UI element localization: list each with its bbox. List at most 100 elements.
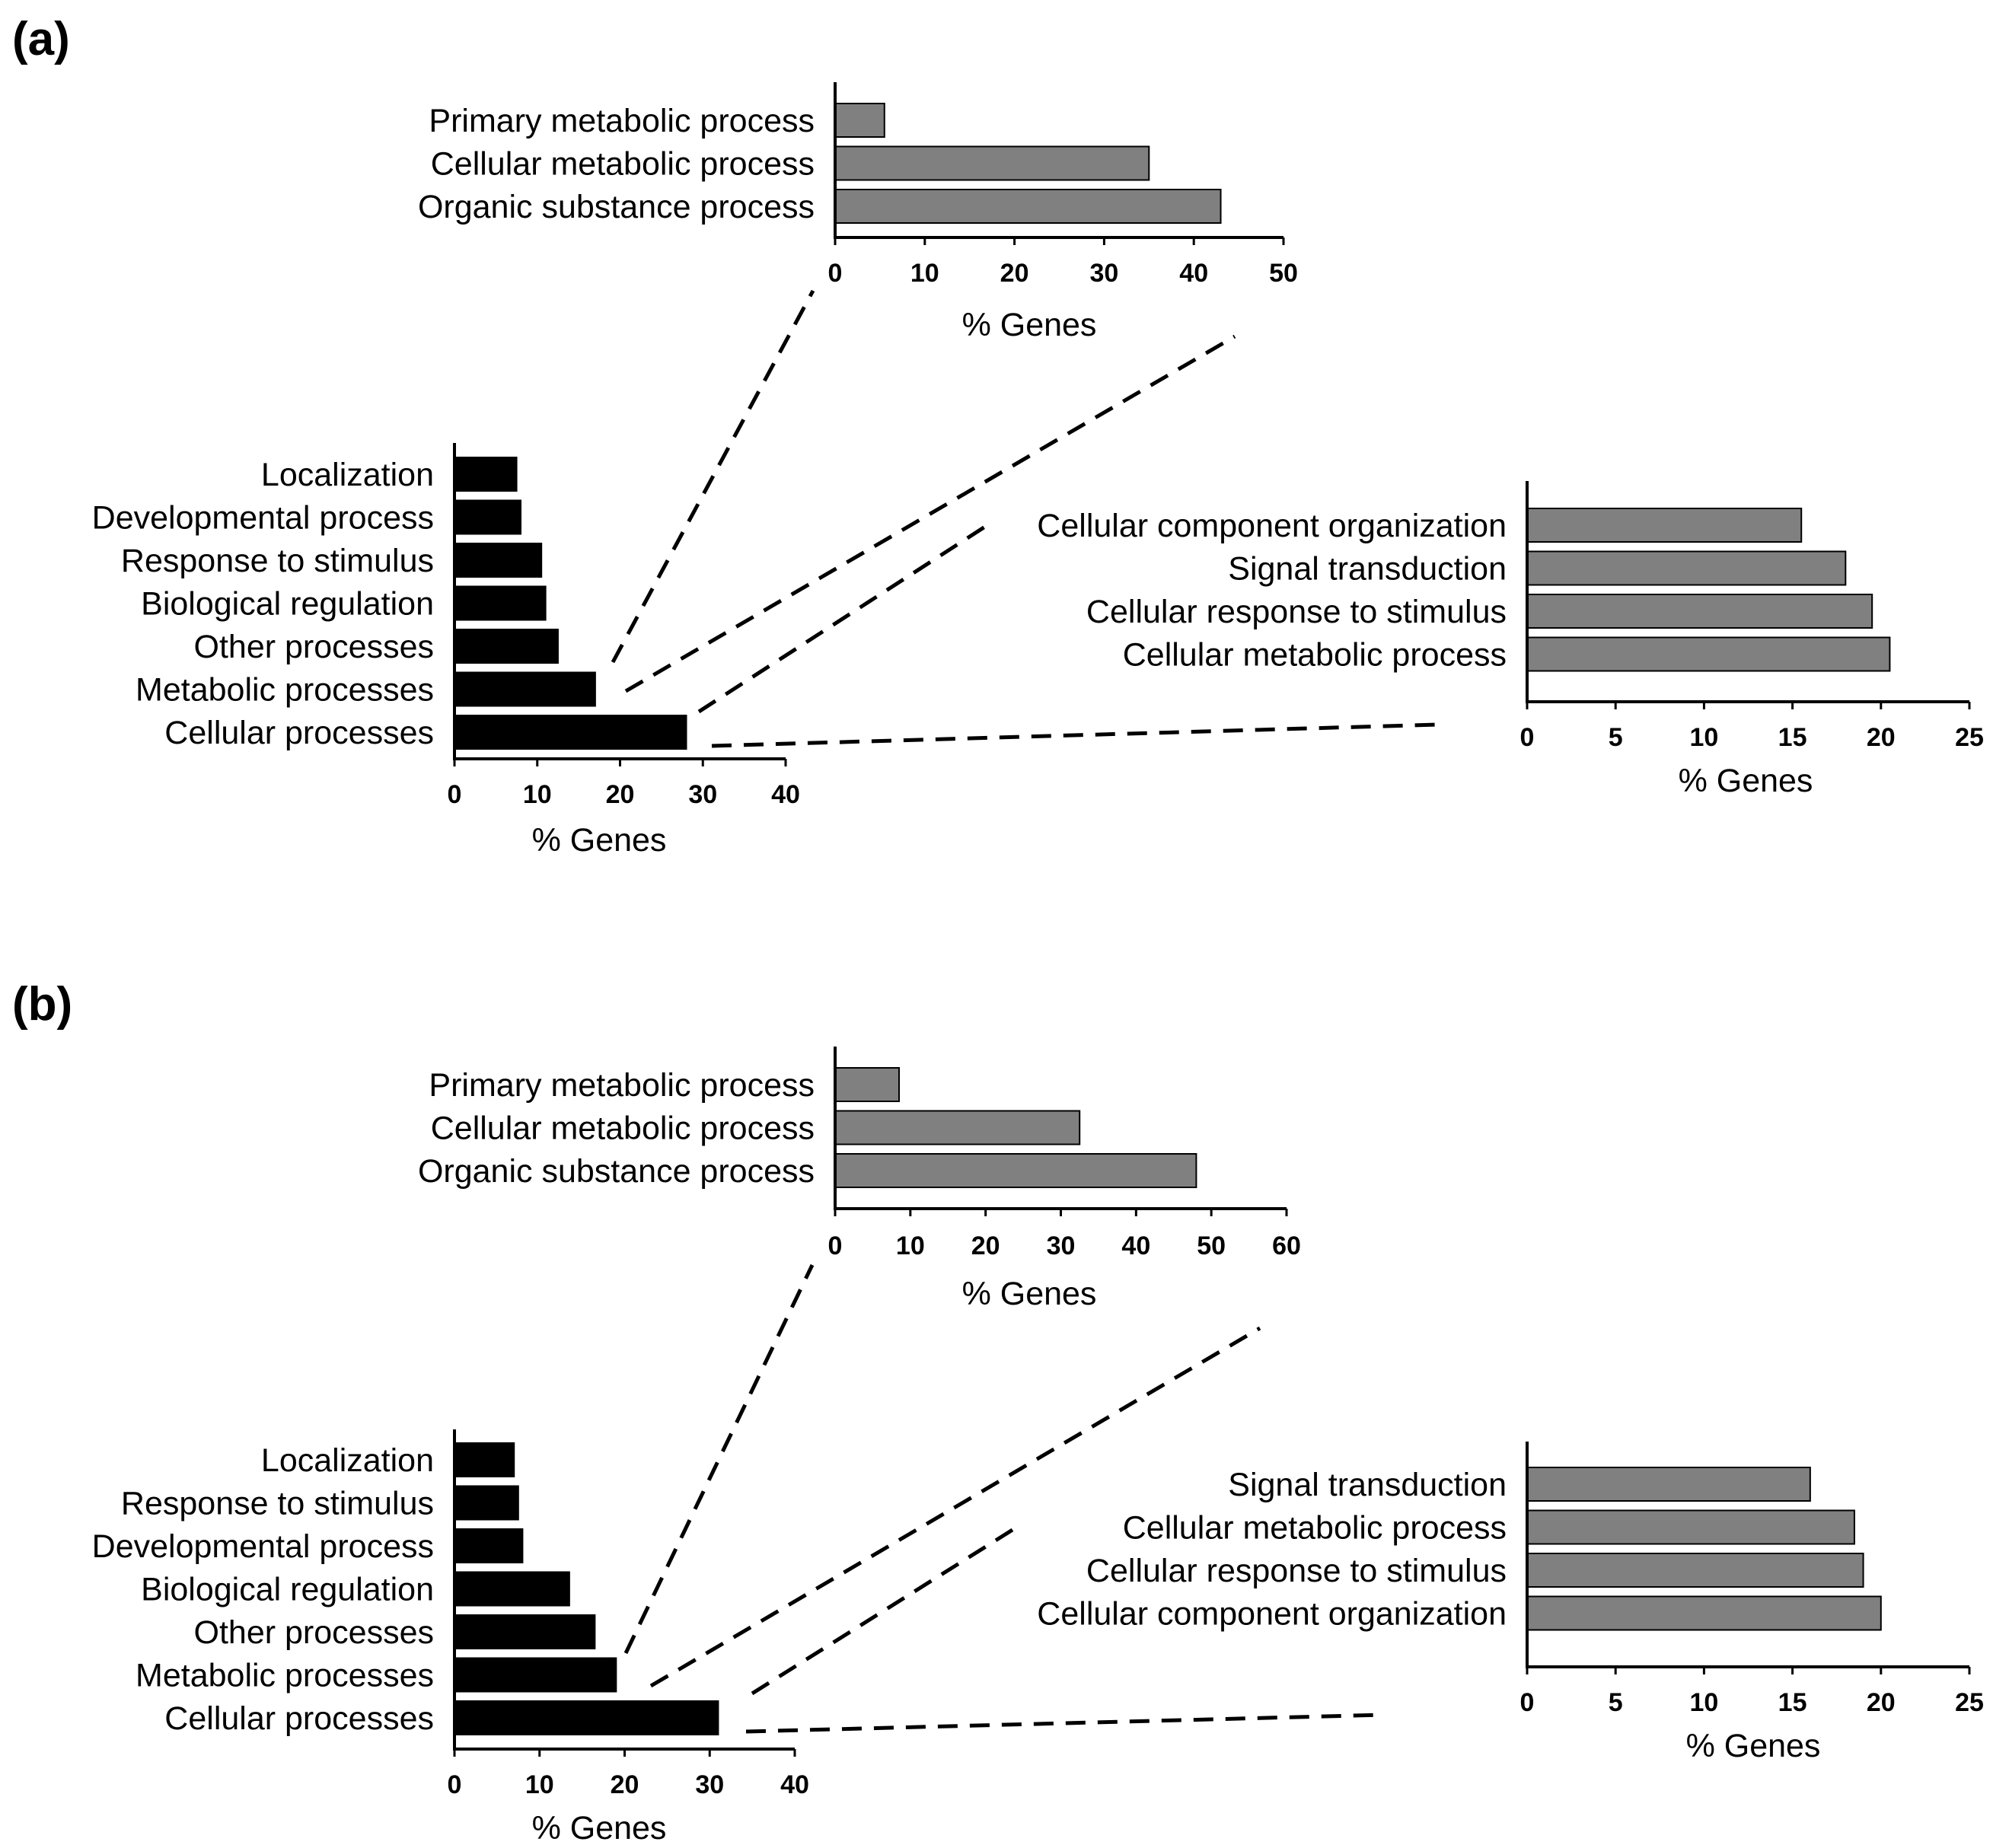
panel-b-chart-2-tick-label: 50 [1197, 1231, 1226, 1260]
panel-a-chart-1-bar [454, 715, 687, 750]
panel-b-connector-2 [649, 1326, 1261, 1688]
panel-a-chart-1-category-label: Localization [261, 457, 434, 493]
charts-layer: Localization Developmental process Respons… [92, 82, 1984, 1846]
panel-a-chart-1-bar [454, 499, 521, 535]
panel-b-chart-3-bar [1526, 1509, 1855, 1545]
panel-a-chart-2: Primary metabolic process Cellular metabo… [418, 82, 1298, 343]
panel-b-chart-1-bar [454, 1614, 596, 1649]
panel-b-chart-1-bar [454, 1528, 524, 1563]
panel-b-chart-1-category-label: Cellular processes [164, 1700, 434, 1737]
panel-a-chart-1-category-label: Developmental process [92, 500, 434, 537]
panel-a-chart-1-tick-label: 10 [523, 780, 552, 809]
panel-b-chart-1-bar [454, 1442, 515, 1477]
panel-a-chart-1-category-label: Cellular processes [164, 715, 434, 751]
panel-b-chart-3-tick-label: 5 [1609, 1688, 1623, 1717]
panel-a-chart-3-category-label: Cellular component organization [1037, 508, 1507, 544]
panel-a-chart-3-bar [1526, 508, 1803, 543]
panel-a-chart-2-bar [834, 189, 1222, 224]
panel-b-chart-3-bar [1526, 1595, 1882, 1631]
panel-a-chart-2-category-label: Cellular metabolic process [431, 146, 815, 183]
panel-a-label: (a) [12, 13, 70, 65]
panel-b-chart-1-tick-label: 10 [525, 1770, 554, 1799]
panel-a-chart-1-category-label: Biological regulation [141, 586, 434, 623]
panel-b-chart-2-x-axis-title: % Genes [962, 1276, 1097, 1312]
panel-a-chart-1: Localization Developmental process Respons… [92, 443, 800, 859]
panel-b-chart-3-category-label: Signal transduction [1228, 1467, 1507, 1503]
panel-b-chart-1: Localization Response to stimulus Developm… [92, 1429, 809, 1846]
panel-b-label: (b) [12, 978, 72, 1031]
panel-b-chart-1-category-label: Developmental process [92, 1528, 434, 1565]
panel-b-chart-1-category-label: Metabolic processes [136, 1658, 434, 1694]
panel-a-chart-1-tick-label: 0 [448, 780, 462, 809]
panel-a-chart-1-bar [454, 457, 518, 492]
panel-b-chart-1-category-label: Biological regulation [141, 1572, 434, 1608]
panel-b-chart-1-bar [454, 1571, 570, 1607]
panel-a-chart-2-tick-label: 40 [1179, 259, 1208, 288]
panel-a-chart-3-bar [1526, 594, 1873, 629]
panel-b-chart-3-tick-label: 20 [1867, 1688, 1896, 1717]
panel-a-chart-1-bar [454, 629, 559, 664]
panel-a-chart-3-bar [1526, 636, 1891, 672]
panel-a-chart-2-tick-label: 10 [910, 259, 939, 288]
panel-a-chart-2-tick-label: 0 [828, 259, 843, 288]
panel-b-chart-1-tick-label: 30 [695, 1770, 724, 1799]
panel-b-chart-3: Signal transduction Cellular metabolic pr… [1037, 1442, 1984, 1764]
panel-a-chart-2-category-label: Organic substance process [418, 189, 815, 225]
panel-a-chart-1-x-axis-title: % Genes [532, 822, 667, 859]
panel-a-chart-2-bar [834, 145, 1150, 181]
panel-a-chart-1-category-label: Other processes [194, 629, 434, 665]
panel-b-chart-1-tick-label: 40 [780, 1770, 809, 1799]
panel-a-chart-1-category-label: Response to stimulus [121, 543, 434, 579]
panel-b-chart-3-tick-label: 10 [1689, 1688, 1718, 1717]
panel-b-chart-2-tick-label: 30 [1047, 1231, 1076, 1260]
panel-a-chart-2-bar [834, 103, 885, 138]
panel-b-connector-4 [745, 1713, 1385, 1734]
panel-b-chart-1-bar [454, 1657, 617, 1693]
panel-b-chart-2-tick-label: 20 [971, 1231, 1000, 1260]
panel-b-chart-2-bar [834, 1110, 1081, 1145]
panel-a-chart-3-tick-label: 15 [1778, 723, 1807, 752]
panel-b-chart-1-x-axis-title: % Genes [532, 1810, 667, 1846]
panel-a-chart-3-category-label: Cellular metabolic process [1123, 637, 1507, 674]
panel-a-chart-3-tick-label: 20 [1867, 723, 1896, 752]
panel-b-chart-3-bar [1526, 1553, 1864, 1588]
panel-b-chart-3-x-axis-title: % Genes [1686, 1728, 1821, 1764]
panel-a-chart-3-category-label: Cellular response to stimulus [1086, 594, 1507, 630]
panel-a-chart-3-category-label: Signal transduction [1228, 551, 1507, 588]
panel-b-chart-3-tick-label: 0 [1520, 1688, 1535, 1717]
panel-b-chart-3-category-label: Cellular response to stimulus [1086, 1553, 1507, 1589]
panel-a-chart-3-x-axis-title: % Genes [1679, 763, 1813, 799]
panel-a-chart-2-tick-label: 20 [1000, 259, 1029, 288]
panel-a-chart-2-tick-label: 50 [1269, 259, 1298, 288]
panel-a-chart-1-bar [454, 585, 547, 621]
panel-b-chart-1-bar [454, 1700, 719, 1735]
panel-a-chart-1-bar [454, 543, 543, 578]
panel-b-chart-3-bar [1526, 1467, 1811, 1502]
panel-b-chart-2-tick-label: 10 [896, 1231, 925, 1260]
panel-b-chart-1-category-label: Localization [261, 1442, 434, 1479]
panel-b-chart-1-tick-label: 0 [448, 1770, 462, 1799]
panel-b-chart-2-category-label: Cellular metabolic process [431, 1110, 815, 1147]
panel-a-chart-3-tick-label: 0 [1520, 723, 1535, 752]
panel-a-connector-1 [611, 289, 815, 664]
panel-a-chart-1-tick-label: 30 [688, 780, 717, 809]
panel-b-chart-3-tick-label: 15 [1778, 1688, 1807, 1717]
panel-a-chart-2-tick-label: 30 [1089, 259, 1118, 288]
panel-b-chart-1-category-label: Response to stimulus [121, 1486, 434, 1522]
panel-a-chart-3-tick-label: 10 [1689, 723, 1718, 752]
panel-a-chart-1-tick-label: 40 [771, 780, 800, 809]
panel-b-chart-3-category-label: Cellular metabolic process [1123, 1510, 1507, 1547]
panel-b-chart-2: Primary metabolic process Cellular metabo… [418, 1047, 1301, 1312]
panel-a-chart-1-tick-label: 20 [606, 780, 635, 809]
panel-b-chart-2-tick-label: 0 [828, 1231, 843, 1260]
panel-a-connector-3 [697, 523, 989, 714]
panel-b-chart-3-category-label: Cellular component organization [1037, 1596, 1507, 1633]
panel-b-connector-3 [751, 1528, 1014, 1696]
panel-a-chart-2-x-axis-title: % Genes [962, 307, 1097, 343]
panel-a-chart-1-category-label: Metabolic processes [136, 672, 434, 709]
panel-b-chart-2-tick-label: 40 [1121, 1231, 1150, 1260]
panel-b-chart-2-bar [834, 1153, 1197, 1188]
panel-a-chart-2-category-label: Primary metabolic process [429, 103, 815, 139]
panel-b-connector-1 [623, 1263, 815, 1655]
